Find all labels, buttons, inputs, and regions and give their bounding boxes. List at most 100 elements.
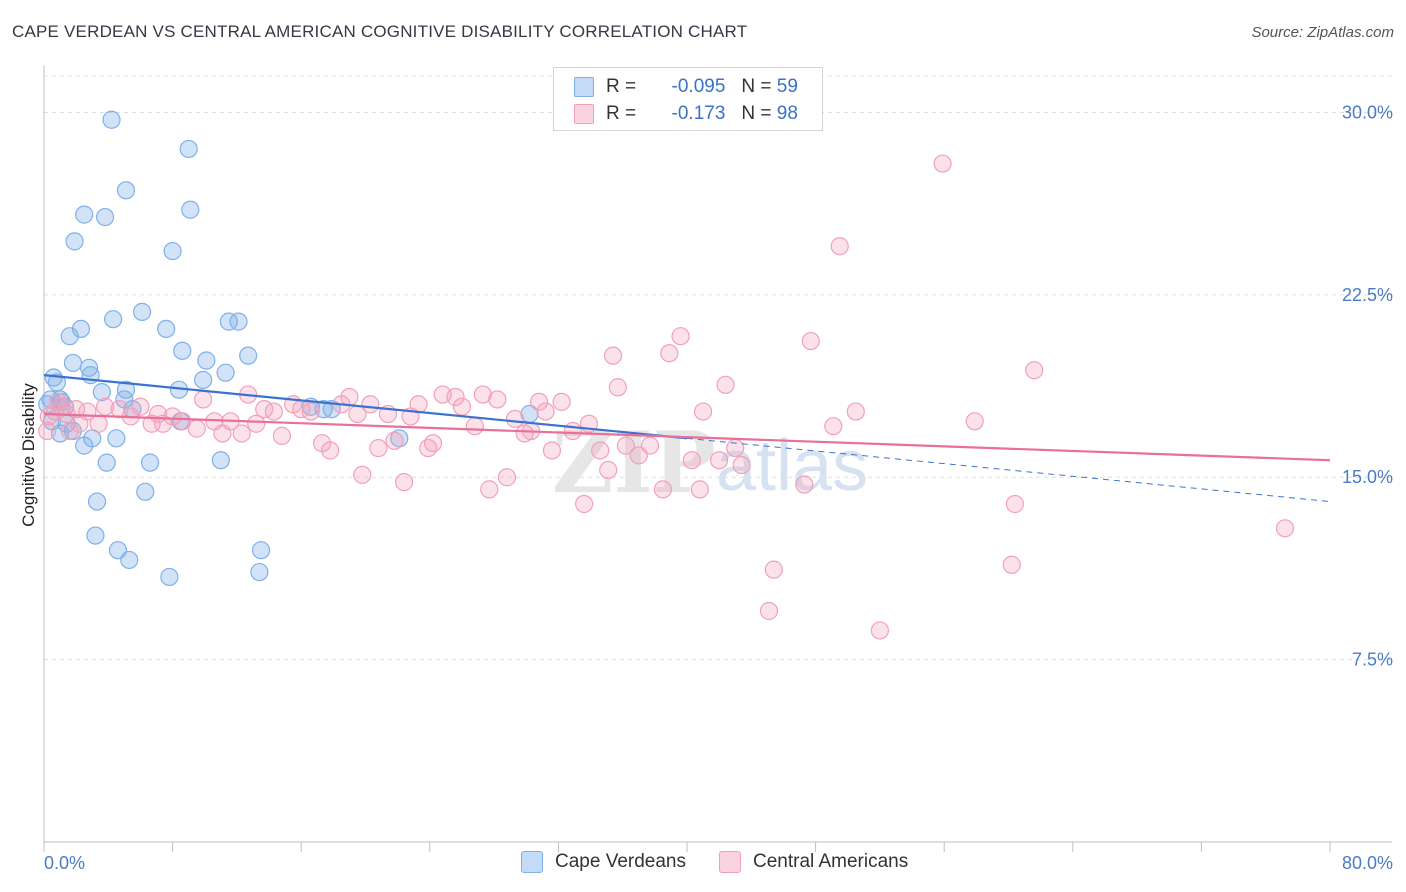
y-tick-label: 30.0% [1342,102,1393,122]
central-american-point [361,395,380,414]
central-american-point [530,392,549,411]
central-american-point [660,344,679,363]
cape-verdean-point [229,312,248,331]
central-american-point [38,421,57,441]
central-american-point [49,392,68,411]
central-american-point [194,390,213,409]
central-american-point [716,375,735,394]
central-american-point [385,431,404,450]
legend-row-central-americans: R = -0.173 N = 98 [574,100,798,128]
cape-verdean-point [251,541,271,560]
central-american-point [488,390,507,409]
cape-verdean-point [104,310,123,329]
legend-n-label: N = [741,76,772,97]
legend-swatch-blue [574,77,594,97]
cape-verdean-point [65,232,84,251]
central-american-trend-line [43,412,1331,462]
legend-swatch-pink [574,104,594,124]
cape-verdean-point [120,550,139,570]
y-tick-label: 15.0% [1342,467,1393,487]
central-american-point [933,154,952,173]
y-tick-label: 22.5% [1342,285,1393,305]
chart-title: CAPE VERDEAN VS CENTRAL AMERICAN COGNITI… [12,22,748,41]
gridlines [44,75,1392,661]
central-american-point [682,451,701,470]
central-american-point [830,237,849,256]
central-american-point [272,426,292,445]
central-american-point [1002,555,1021,574]
bottom-swatch-blue [521,851,543,873]
central-american-point [764,560,783,579]
central-american-point [163,407,182,426]
legend-r-label: R = [606,76,637,97]
central-american-point [536,402,555,421]
cape-verdean-point [163,241,182,261]
central-american-point [173,412,192,431]
central-american-point [232,424,251,443]
central-american-point [710,451,729,470]
legend-row-cape-verdeans: R = -0.095 N = 59 [574,73,798,101]
cape-verdean-point [160,567,179,587]
legend-n-label: N = [741,103,772,124]
cape-verdean-point [60,327,79,346]
central-american-point [60,421,79,441]
central-american-point [301,402,320,421]
cape-verdean-point [250,562,269,582]
tick-labels: 7.5% 15.0% 22.5% 30.0% 0.0% 80.0% [44,102,1393,873]
central-american-point [726,438,745,458]
cape-verdean-point [79,358,99,377]
central-american-point [394,473,414,492]
bottom-legend-central-americans: Central Americans [719,851,908,873]
central-american-point [599,460,618,480]
cape-verdean-point [115,390,134,409]
central-american-point [965,412,984,431]
central-american-point [321,441,340,460]
central-american-point [671,327,690,346]
series-central-americans [38,154,1295,640]
central-american-point [552,392,571,411]
trend-lines [43,374,1331,503]
legend-n-value: 98 [776,103,798,124]
bottom-legend-cape-verdeans: Cape Verdeans [521,851,686,873]
central-american-point [640,436,660,455]
central-american-point [795,475,814,494]
y-axis-label: Cognitive Disability [19,383,38,527]
central-american-point [369,438,388,458]
stats-legend: R = -0.095 N = 59 R = -0.173 N = 98 [553,67,823,131]
central-american-point [759,601,779,621]
central-american-point [1005,494,1025,514]
x-tick-label: 0.0% [44,853,85,873]
central-american-point [616,436,636,455]
y-tick-label: 7.5% [1352,650,1393,670]
cape-verdean-point [194,370,213,390]
cape-verdean-point [173,341,192,360]
cape-verdean-point [181,200,200,219]
chart-source: Source: ZipAtlas.com [1251,24,1394,41]
central-american-point [353,465,372,484]
central-american-point [473,385,492,404]
cape-verdean-point [132,302,152,321]
central-american-point [187,419,206,438]
cape-verdean-point [107,429,126,448]
cape-verdean-point [136,482,155,501]
central-american-point [480,480,499,499]
cape-verdean-point [97,453,116,472]
central-american-point [846,402,865,421]
central-american-point [801,331,820,351]
central-american-point [542,441,562,460]
cape-verdean-point [179,139,198,159]
bottom-swatch-pink [719,851,741,873]
cape-verdean-trend-line [43,374,688,440]
central-american-point [732,455,751,475]
central-american-point [603,346,623,365]
legend-r-label: R = [606,103,637,124]
zipatlas-watermark: ZIP atlas [552,413,868,512]
cape-verdean-point [92,383,111,402]
central-american-point [497,468,517,487]
central-american-point [1025,361,1044,380]
central-american-point [340,387,359,407]
central-american-point [690,480,709,499]
central-american-point [67,400,86,419]
cape-verdean-point [390,429,409,448]
